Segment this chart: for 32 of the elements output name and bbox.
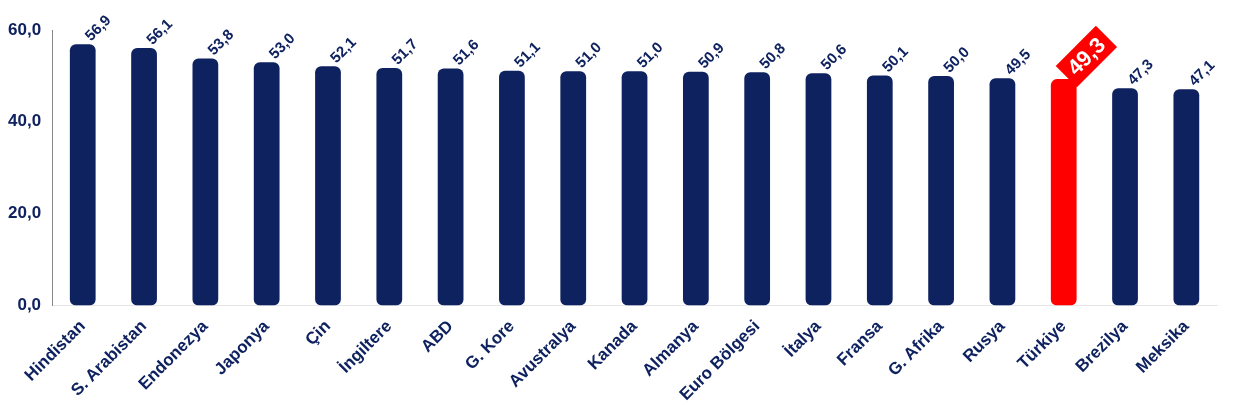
data-label: 50,0: [939, 42, 973, 76]
y-tick-label: 20,0: [7, 203, 42, 223]
data-label: 50,9: [694, 38, 727, 72]
bar: [499, 70, 525, 306]
bar: [69, 44, 96, 306]
bar: [253, 62, 280, 306]
bar: [437, 68, 464, 306]
bar: [376, 68, 403, 306]
x-tick-label: Çin: [301, 316, 335, 350]
bar: [682, 71, 709, 306]
bar: [1112, 88, 1138, 306]
y-tick-label: 0,0: [17, 295, 42, 315]
data-label: 47,3: [1123, 55, 1157, 88]
bar: [560, 71, 587, 306]
data-label: 56,1: [142, 14, 176, 48]
bar: [621, 71, 648, 306]
bar: [989, 78, 1016, 306]
bar: [928, 75, 954, 306]
bar: [315, 66, 341, 306]
data-label: 51,1: [510, 37, 544, 71]
data-label: 49,3: [1062, 32, 1111, 81]
bar: [866, 75, 893, 306]
bar: [744, 72, 771, 306]
bar: [192, 58, 219, 306]
y-tick-label: 60,0: [7, 19, 42, 39]
data-label: 47,1: [1184, 56, 1218, 89]
bar: [1173, 89, 1200, 306]
bar: [805, 73, 832, 306]
data-label: 50,1: [878, 42, 911, 76]
data-label: 52,1: [326, 33, 360, 66]
bar: [131, 47, 157, 306]
y-tick-label: 40,0: [7, 111, 42, 131]
